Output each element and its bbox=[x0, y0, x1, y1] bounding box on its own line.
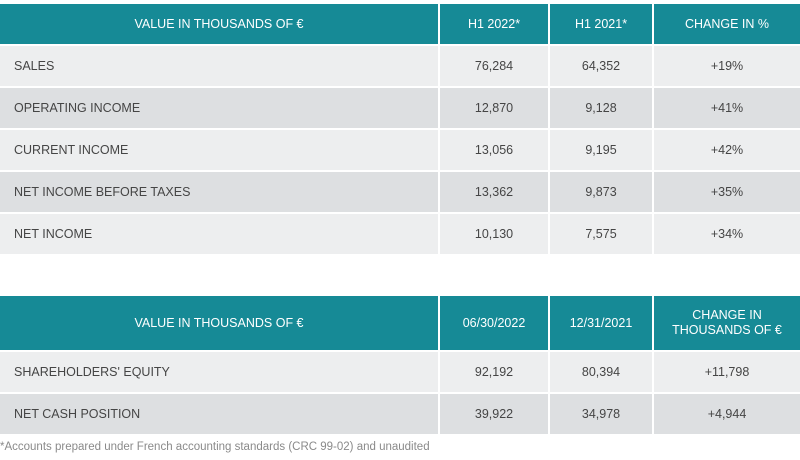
cell-change: +4,944 bbox=[654, 392, 800, 434]
row-label: NET INCOME BEFORE TAXES bbox=[0, 170, 440, 212]
header-change-percent: CHANGE IN % bbox=[654, 4, 800, 44]
table-row: NET INCOME BEFORE TAXES 13,362 9,873 +35… bbox=[0, 170, 800, 212]
table-row: NET CASH POSITION 39,922 34,978 +4,944 bbox=[0, 392, 800, 434]
row-label: SHAREHOLDERS' EQUITY bbox=[0, 350, 440, 392]
cell-change: +19% bbox=[654, 44, 800, 86]
cell-h1-2021: 7,575 bbox=[550, 212, 654, 254]
cell-h1-2022: 12,870 bbox=[440, 86, 550, 128]
table-row: SHAREHOLDERS' EQUITY 92,192 80,394 +11,7… bbox=[0, 350, 800, 392]
balance-table-header: VALUE IN THOUSANDS OF € 06/30/2022 12/31… bbox=[0, 296, 800, 350]
row-label: SALES bbox=[0, 44, 440, 86]
header-change-line1: CHANGE IN bbox=[692, 308, 762, 322]
table-row: NET INCOME 10,130 7,575 +34% bbox=[0, 212, 800, 254]
header-h1-2021: H1 2021* bbox=[550, 4, 654, 44]
header-change-line2: THOUSANDS OF € bbox=[672, 323, 782, 337]
cell-change: +11,798 bbox=[654, 350, 800, 392]
cell-date-2022: 39,922 bbox=[440, 392, 550, 434]
cell-h1-2021: 9,873 bbox=[550, 170, 654, 212]
cell-h1-2021: 9,195 bbox=[550, 128, 654, 170]
table-row: CURRENT INCOME 13,056 9,195 +42% bbox=[0, 128, 800, 170]
cell-h1-2022: 76,284 bbox=[440, 44, 550, 86]
row-label: OPERATING INCOME bbox=[0, 86, 440, 128]
cell-date-2021: 34,978 bbox=[550, 392, 654, 434]
table-row: SALES 76,284 64,352 +19% bbox=[0, 44, 800, 86]
header-date-2021: 12/31/2021 bbox=[550, 296, 654, 350]
header-change-thousands: CHANGE IN THOUSANDS OF € bbox=[654, 296, 800, 350]
table-row: OPERATING INCOME 12,870 9,128 +41% bbox=[0, 86, 800, 128]
cell-h1-2021: 64,352 bbox=[550, 44, 654, 86]
row-label: CURRENT INCOME bbox=[0, 128, 440, 170]
cell-h1-2022: 13,362 bbox=[440, 170, 550, 212]
cell-change: +41% bbox=[654, 86, 800, 128]
cell-change: +35% bbox=[654, 170, 800, 212]
cell-h1-2022: 10,130 bbox=[440, 212, 550, 254]
row-label: NET INCOME bbox=[0, 212, 440, 254]
footnote: *Accounts prepared under French accounti… bbox=[0, 441, 430, 453]
cell-h1-2021: 9,128 bbox=[550, 86, 654, 128]
header-h1-2022: H1 2022* bbox=[440, 4, 550, 44]
cell-date-2022: 92,192 bbox=[440, 350, 550, 392]
cell-change: +42% bbox=[654, 128, 800, 170]
header-value-label: VALUE IN THOUSANDS OF € bbox=[0, 296, 440, 350]
income-table: VALUE IN THOUSANDS OF € H1 2022* H1 2021… bbox=[0, 4, 800, 254]
row-label: NET CASH POSITION bbox=[0, 392, 440, 434]
balance-table: VALUE IN THOUSANDS OF € 06/30/2022 12/31… bbox=[0, 296, 800, 434]
header-date-2022: 06/30/2022 bbox=[440, 296, 550, 350]
cell-h1-2022: 13,056 bbox=[440, 128, 550, 170]
cell-date-2021: 80,394 bbox=[550, 350, 654, 392]
cell-change: +34% bbox=[654, 212, 800, 254]
income-table-header: VALUE IN THOUSANDS OF € H1 2022* H1 2021… bbox=[0, 4, 800, 44]
header-value-label: VALUE IN THOUSANDS OF € bbox=[0, 4, 440, 44]
